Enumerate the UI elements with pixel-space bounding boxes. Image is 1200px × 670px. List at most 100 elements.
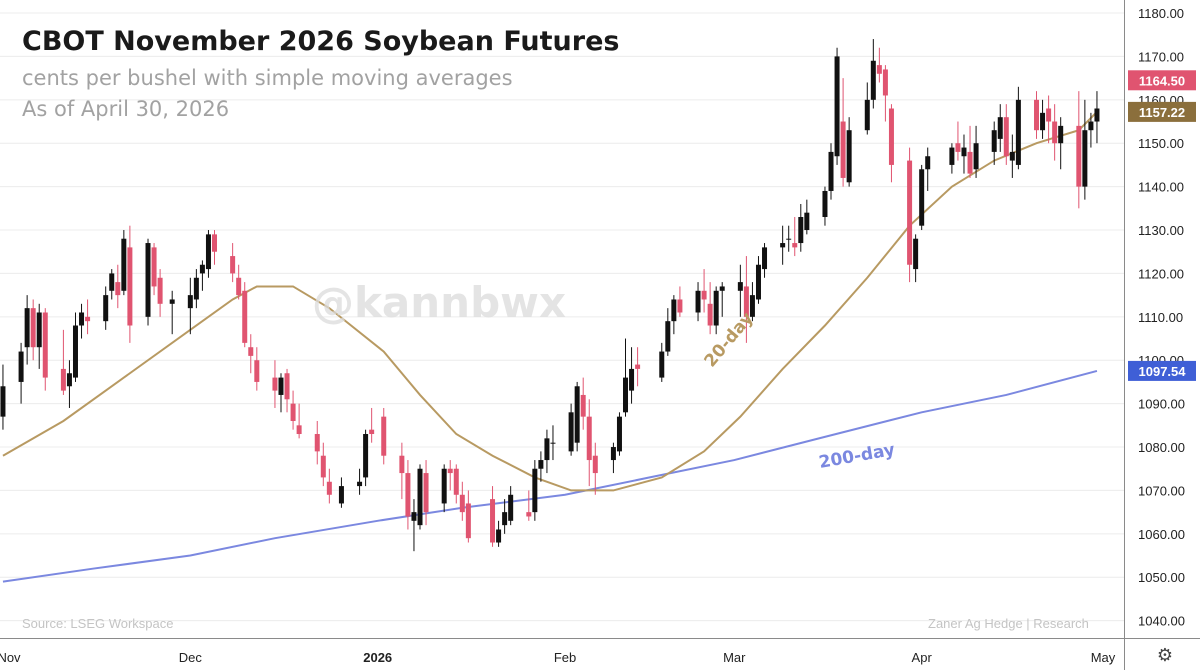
candle-up [417, 468, 423, 526]
candle-up [973, 143, 979, 170]
candle-down [326, 481, 332, 495]
candle-down [254, 360, 260, 382]
candle-up [870, 60, 876, 100]
candle-up [357, 481, 363, 487]
candle-up [780, 243, 786, 248]
candle-up [36, 312, 42, 348]
candle-down [1003, 117, 1009, 157]
y-tick-label: 1060.00 [1138, 527, 1185, 542]
candle-up [574, 386, 580, 443]
candle-down [284, 373, 290, 400]
watermark: @kannbwx [312, 278, 567, 327]
x-tick-label: Nov [0, 650, 21, 665]
y-tick-label: 1090.00 [1138, 397, 1185, 412]
y-tick-label: 1120.00 [1138, 266, 1184, 281]
candle-up [616, 416, 622, 452]
candle-down [369, 429, 375, 435]
candle-down [127, 247, 133, 326]
candle-down [272, 377, 278, 391]
candle-up [1082, 130, 1088, 187]
candle-up [72, 325, 78, 378]
candle-up [1094, 108, 1100, 122]
candle-up [786, 238, 792, 240]
candle-down [290, 403, 296, 421]
x-tick-label: May [1091, 650, 1116, 665]
candle-down [967, 151, 973, 174]
y-tick-label: 1170.00 [1138, 49, 1184, 64]
candle-down [1046, 108, 1052, 122]
candle-down [314, 434, 320, 452]
candle-up [496, 529, 502, 543]
candle-down [1052, 121, 1058, 144]
sma-200-annotation: 200-day [817, 440, 896, 473]
candle-up [925, 156, 931, 170]
candle-up [804, 212, 810, 231]
candle-up [550, 442, 556, 444]
candle-up [199, 264, 205, 274]
x-tick-label: Mar [723, 650, 746, 665]
candle-down [242, 290, 248, 343]
y-tick-label: 1130.00 [1138, 223, 1184, 238]
price-badge [1128, 101, 1196, 122]
candle-down [296, 425, 302, 435]
candle-down [60, 368, 66, 391]
price-badge-label: 1097.54 [1139, 364, 1187, 379]
candle-up [961, 147, 967, 157]
candle-up [919, 169, 925, 226]
candle-up [864, 99, 870, 131]
candle-down [580, 394, 586, 417]
candle-up [18, 351, 24, 382]
candle-up [671, 299, 677, 322]
candle-down [677, 299, 683, 313]
candle-down [405, 473, 411, 517]
candle-down [447, 468, 453, 474]
y-tick-label: 1040.00 [1138, 614, 1185, 629]
candle-down [955, 143, 961, 152]
x-tick-label: Feb [554, 650, 576, 665]
candle-up [623, 377, 629, 413]
candle-down [882, 69, 888, 96]
candle-up [193, 277, 199, 300]
candle-down [248, 347, 254, 356]
candle-down [151, 247, 157, 287]
candle-down [876, 65, 882, 74]
price-badge [1128, 70, 1196, 91]
candle-up [502, 512, 508, 526]
gear-icon[interactable]: ⚙ [1156, 645, 1174, 665]
candle-up [338, 486, 344, 504]
candle-down [840, 121, 846, 178]
candle-down [230, 256, 236, 274]
candle-up [610, 447, 616, 461]
price-badge-label: 1157.22 [1139, 105, 1185, 120]
candle-down [1076, 125, 1082, 187]
candle-up [1015, 99, 1021, 165]
candle-up [538, 460, 544, 469]
candle-up [695, 290, 701, 313]
candle-up [762, 247, 768, 270]
candle-down [320, 455, 326, 478]
candle-up [1040, 112, 1046, 131]
x-tick-label: 2026 [363, 650, 392, 665]
candle-down [30, 308, 36, 348]
candle-down [399, 455, 405, 474]
candle-up [568, 412, 574, 452]
candle-down [157, 277, 163, 304]
candle-down [459, 494, 465, 513]
candle-up [0, 386, 6, 417]
candle-up [79, 312, 85, 326]
candle-down [381, 416, 387, 456]
y-tick-label: 1080.00 [1138, 440, 1185, 455]
candle-down [42, 312, 48, 378]
candle-down [1034, 99, 1040, 131]
candle-up [713, 290, 719, 326]
candle-down [888, 108, 894, 165]
candle-up [719, 286, 725, 291]
x-tick-label: Dec [179, 650, 203, 665]
candle-up [532, 468, 538, 513]
candle-up [798, 217, 804, 244]
candle-down [453, 468, 459, 495]
y-tick-label: 1150.00 [1138, 136, 1184, 151]
candle-up [278, 377, 284, 395]
candle-up [508, 494, 514, 521]
candle-down [635, 364, 641, 369]
